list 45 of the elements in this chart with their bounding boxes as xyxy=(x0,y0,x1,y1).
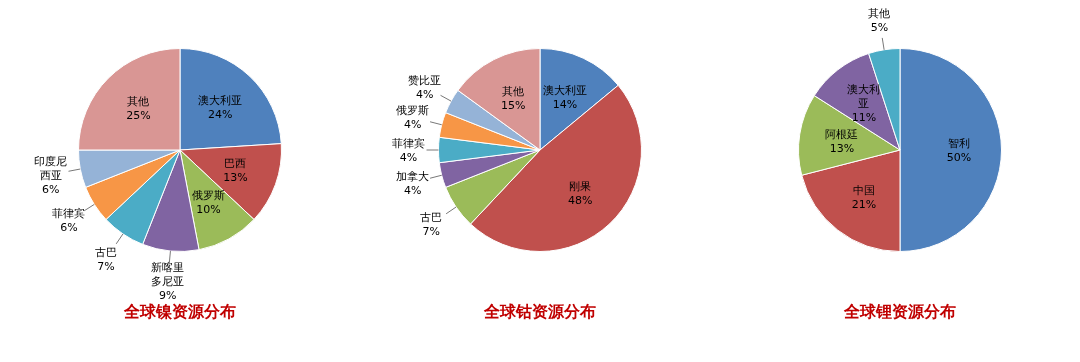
slice-label: 智利 xyxy=(947,137,970,150)
data-label: 48% xyxy=(568,193,593,207)
slice-label: 阿根廷 xyxy=(825,127,859,141)
slice-label: 其他 xyxy=(868,7,891,21)
slice-label: 其他 xyxy=(502,84,525,98)
data-label: 4% xyxy=(403,118,422,132)
slice-label: 俄罗斯 xyxy=(191,188,225,202)
data-label: 13% xyxy=(223,170,248,184)
data-label: 25% xyxy=(126,109,151,123)
data-label: 9% xyxy=(158,288,177,302)
text: 全球锂资源分布 xyxy=(843,302,957,323)
text: 全球钴资源分布 xyxy=(483,302,597,323)
data-label: 24% xyxy=(208,108,233,122)
slice-label: 巴西 xyxy=(224,156,247,170)
slice-label: 印度尼西亚 xyxy=(34,154,68,182)
slice-label: 古巴 xyxy=(420,210,443,224)
data-label: 4% xyxy=(399,151,418,164)
data-label: 4% xyxy=(416,87,434,101)
data-label: 5% xyxy=(870,21,889,35)
data-label: 6% xyxy=(60,221,78,235)
slice-label: 加拿大 xyxy=(396,169,430,183)
data-label: 13% xyxy=(829,141,855,155)
data-label: 10% xyxy=(196,202,221,216)
data-label: 21% xyxy=(851,197,877,211)
slice-label: 中国 xyxy=(852,183,875,197)
data-label: 7% xyxy=(422,224,440,238)
slice-label: 其他 xyxy=(127,95,150,109)
slice-label: 刚果 xyxy=(569,179,592,193)
text: 全球镍资源分布 xyxy=(123,302,237,323)
data-label: 50% xyxy=(946,151,972,164)
data-label: 6% xyxy=(42,182,60,196)
data-label: 7% xyxy=(97,259,115,273)
slice-label: 澳大利亚 xyxy=(543,83,588,97)
slice-label: 菲律宾 xyxy=(392,137,425,150)
slice-label: 俄罗斯 xyxy=(396,104,430,118)
data-label: 14% xyxy=(552,97,578,111)
data-label: 11% xyxy=(851,111,877,125)
slice-label: 菲律宾 xyxy=(52,207,86,221)
slice-label: 澳大利亚 xyxy=(847,83,881,111)
slice-label: 新喀里多尼亚 xyxy=(151,260,185,288)
slice-label: 赞比亚 xyxy=(408,73,442,87)
data-label: 15% xyxy=(501,98,526,112)
slice-label: 澳大利亚 xyxy=(198,94,243,108)
slice-label: 古巴 xyxy=(95,245,118,259)
data-label: 4% xyxy=(403,183,422,197)
